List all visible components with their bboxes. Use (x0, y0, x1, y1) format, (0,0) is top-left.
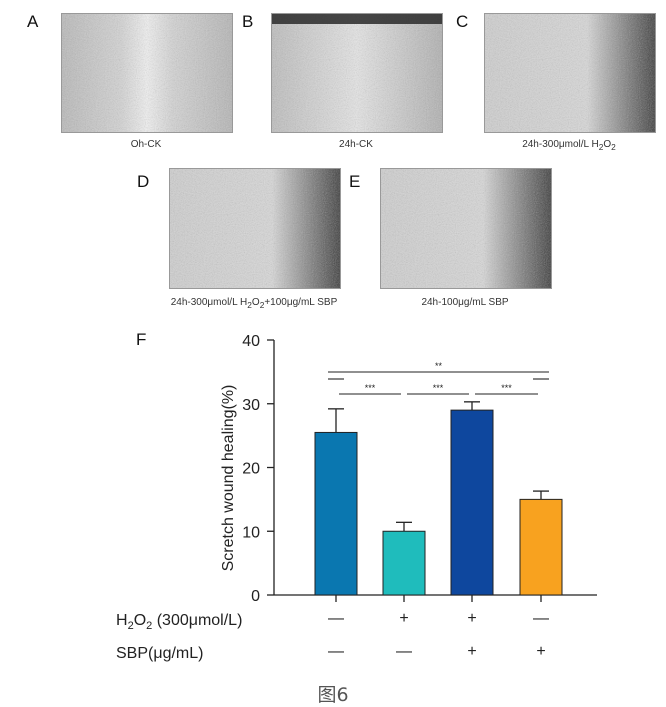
h2o2-row-label: H2O2 (300μmol/L) (116, 612, 243, 633)
treatment-mark: + (467, 610, 477, 627)
sig-label: *** (433, 383, 444, 393)
bar (382, 530, 426, 596)
caption-c: 24h-300μmol/L H2O2 (522, 139, 616, 152)
micrograph-d-image (170, 169, 340, 288)
bar (519, 498, 563, 596)
panel-label-b: B (242, 12, 254, 31)
panel-label-c: C (456, 12, 469, 31)
treatment-mark: — (533, 610, 549, 627)
y-tick-label: 20 (242, 461, 260, 478)
caption-a: Oh-CK (130, 139, 162, 150)
y-tick-label: 10 (242, 524, 260, 541)
micrograph-a (61, 13, 233, 133)
sig-label: *** (365, 383, 376, 393)
micrograph-a-image (62, 14, 232, 132)
y-tick-label: 40 (242, 333, 260, 350)
y-tick-label: 30 (242, 397, 260, 414)
panel-label-f: F (136, 330, 147, 349)
treatment-mark: + (399, 610, 409, 627)
micrograph-b (271, 13, 443, 133)
treatment-mark: — (328, 610, 344, 627)
caption-b: 24h-CK (339, 139, 373, 150)
micrograph-e (380, 168, 552, 289)
sig-label: *** (501, 383, 512, 393)
figure-caption: 图6 (317, 684, 349, 706)
caption-e: 24h-100μg/mL SBP (421, 297, 509, 308)
y-tick-label: 0 (251, 588, 260, 605)
micrograph-c (484, 13, 656, 133)
caption-d: 24h-300μmol/L H2O2+100μg/mL SBP (170, 297, 338, 310)
micrograph-d (169, 168, 341, 289)
bar (314, 431, 358, 596)
micrograph-b-image (272, 14, 442, 132)
micrograph-e-image (381, 169, 551, 288)
panel-label-a: A (27, 12, 39, 31)
treatment-mark: — (396, 643, 412, 660)
panel-label-e: E (349, 172, 361, 191)
treatment-mark: — (328, 643, 344, 660)
treatment-mark: + (467, 643, 477, 660)
micrograph-c-image (485, 14, 655, 132)
bar (450, 409, 494, 596)
panel-label-d: D (137, 172, 150, 191)
y-axis-label: Scretch wound healing(%) (220, 385, 237, 572)
sbp-row-label: SBP(μg/mL) (116, 645, 204, 662)
treatment-mark: + (536, 643, 546, 660)
sig-label: ** (435, 361, 443, 371)
